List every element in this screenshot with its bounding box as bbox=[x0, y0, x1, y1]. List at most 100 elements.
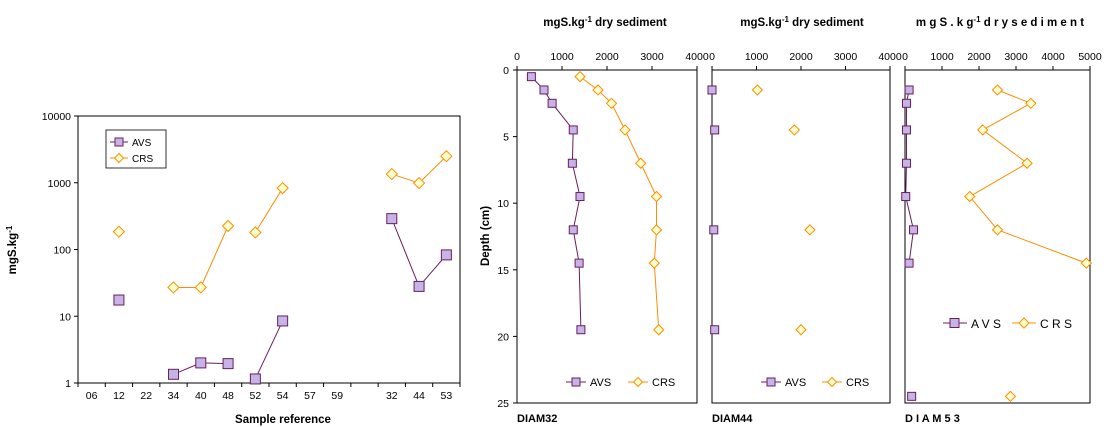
diam44-x-tick-label: 4000 bbox=[878, 51, 902, 63]
diam53-site-label: D I A M 5 3 bbox=[905, 413, 960, 425]
diam53-avs-point bbox=[901, 192, 911, 202]
diam44-crs-point bbox=[795, 324, 807, 336]
diam44-x-tick-label: 1000 bbox=[745, 51, 769, 63]
diam32-y-tick-label: 15 bbox=[497, 265, 509, 277]
diam53-x-tick-label: 1000 bbox=[930, 51, 954, 63]
left-x-tick-label: 59 bbox=[331, 390, 343, 402]
diam32-y-tick-label: 20 bbox=[497, 331, 509, 343]
diam32-avs-point bbox=[547, 98, 557, 108]
diam53-avs-point bbox=[901, 98, 911, 108]
diam32-crs-point bbox=[648, 257, 660, 269]
left-legend-crs: CRS bbox=[110, 152, 153, 165]
diam32-site-label: DIAM32 bbox=[517, 413, 557, 425]
diam44-avs-point bbox=[710, 125, 720, 135]
left-x-tick-label: 06 bbox=[86, 390, 98, 402]
diam44-x-tick-label: 3000 bbox=[834, 51, 858, 63]
left-x-tick-label: 54 bbox=[277, 390, 289, 402]
diam32-y-axis-label: Depth (cm) bbox=[480, 206, 492, 266]
diam32-legend-crs-label: CRS bbox=[652, 377, 675, 389]
left-crs-line bbox=[254, 187, 284, 233]
diam32-avs-point bbox=[568, 225, 578, 235]
left-crs-point bbox=[249, 226, 262, 239]
left-avs-point bbox=[249, 373, 261, 385]
left-avs-point bbox=[195, 357, 207, 369]
diam32-crs-point bbox=[650, 224, 663, 236]
diam32-avs-point bbox=[568, 125, 578, 135]
left-crs-point bbox=[112, 225, 126, 238]
left-x-tick-label: 40 bbox=[195, 390, 207, 402]
diam53-crs-point bbox=[1080, 257, 1093, 269]
diam32-y-tick-label: 5 bbox=[503, 132, 509, 144]
diam32-avs-point bbox=[574, 258, 584, 268]
left-avs-point bbox=[413, 280, 425, 292]
diam44-crs-point bbox=[751, 84, 764, 96]
left-crs-point bbox=[221, 219, 235, 233]
left-crs-point bbox=[412, 176, 426, 190]
left-x-tick-label: 12 bbox=[113, 390, 125, 402]
left-y-axis-exponent: -1 bbox=[5, 225, 14, 233]
diam53-crs-point bbox=[1004, 390, 1017, 403]
diam53-crs-point bbox=[991, 224, 1004, 236]
diam53-x-tick-label: 3000 bbox=[1004, 51, 1028, 63]
diam32-crs-point bbox=[635, 157, 647, 169]
diam53-avs-point bbox=[904, 85, 914, 95]
left-avs-point bbox=[168, 368, 179, 380]
left-crs-point bbox=[194, 281, 207, 294]
diam32-avs-point bbox=[539, 85, 549, 95]
diam53-avs-point bbox=[904, 258, 914, 268]
diam53-avs-point bbox=[907, 391, 917, 401]
diam44-legend: AVS CRS bbox=[761, 376, 869, 389]
left-legend-crs-label: CRS bbox=[132, 154, 153, 165]
diam32-avs-point bbox=[526, 72, 536, 82]
diam53-x-tick-label: 4000 bbox=[1041, 51, 1065, 63]
diam53-legend-crs-label: C R S bbox=[1040, 317, 1072, 331]
diam44-legend-avs-label: AVS bbox=[785, 377, 806, 389]
left-y-axis-label: mgS.kg-1 bbox=[5, 225, 19, 274]
diam32-legend: AVS CRS bbox=[566, 376, 675, 389]
sample-log-chart: 1 10 100 1000 10000 06 12 22 34 40 48 52 54 57 59 32 44… bbox=[5, 111, 461, 426]
diam53-crs-point bbox=[976, 124, 989, 136]
diam32-title: mgS.kg-1 dry sediment bbox=[543, 15, 667, 29]
diam44-depth-chart: mgS.kg-1 dry sediment 0 1000 2000 3000 4000 … bbox=[707, 15, 902, 425]
diam53-depth-chart: m g S . k g-1 d r y s e d i m e n t 0 100… bbox=[901, 15, 1102, 425]
left-avs-point bbox=[277, 315, 289, 327]
left-avs-point bbox=[386, 213, 398, 225]
left-legend-avs-label: AVS bbox=[132, 138, 152, 149]
left-crs-point bbox=[167, 281, 180, 294]
left-legend-avs: AVS bbox=[110, 137, 152, 149]
diam32-crs-point bbox=[605, 97, 618, 110]
diam32-depth-chart: mgS.kg-1 dry sediment 0 1000 2000 3000 4000 … bbox=[480, 15, 709, 425]
diam32-crs-point bbox=[592, 84, 604, 96]
diam44-avs-point bbox=[707, 85, 717, 95]
diam53-title: m g S . k g-1 d r y s e d i m e n t bbox=[916, 15, 1084, 29]
left-x-tick-label: 32 bbox=[386, 390, 398, 402]
diam53-avs-point bbox=[901, 125, 911, 135]
diam32-crs-point bbox=[650, 190, 663, 203]
diam32-y-tick-label: 25 bbox=[497, 398, 509, 410]
diam32-x-tick-label: 1000 bbox=[550, 51, 574, 63]
left-x-axis-label: Sample reference bbox=[235, 414, 331, 426]
left-x-tick-label: 53 bbox=[441, 390, 453, 402]
diam44-site-label: DIAM44 bbox=[712, 413, 753, 425]
left-x-tick-label: 52 bbox=[250, 390, 262, 402]
left-crs-point bbox=[276, 181, 289, 195]
left-y-tick-label: 100 bbox=[53, 245, 71, 257]
diam32-y-tick-label: 0 bbox=[503, 65, 509, 77]
diam44-legend-crs-label: CRS bbox=[846, 377, 869, 389]
left-legend-box bbox=[105, 129, 167, 169]
diam44-title: mgS.kg-1 dry sediment bbox=[740, 15, 864, 29]
diam32-x-tick-label: 0 bbox=[514, 51, 520, 63]
left-y-tick-label: 10 bbox=[59, 311, 71, 323]
diam53-crs-point bbox=[964, 190, 976, 203]
diam53-x-tick-label: 5000 bbox=[1078, 51, 1102, 63]
diam44-crs-point bbox=[788, 124, 801, 136]
left-x-tick-label: 57 bbox=[304, 390, 316, 402]
diam32-x-tick-label: 2000 bbox=[595, 51, 619, 63]
left-y-tick-label: 1 bbox=[65, 378, 71, 390]
left-y-tick-label: 10000 bbox=[42, 111, 71, 123]
diam32-crs-point bbox=[619, 124, 631, 136]
left-crs-point bbox=[385, 167, 398, 181]
diam44-crs-point bbox=[804, 224, 816, 236]
left-avs-point bbox=[222, 358, 234, 370]
